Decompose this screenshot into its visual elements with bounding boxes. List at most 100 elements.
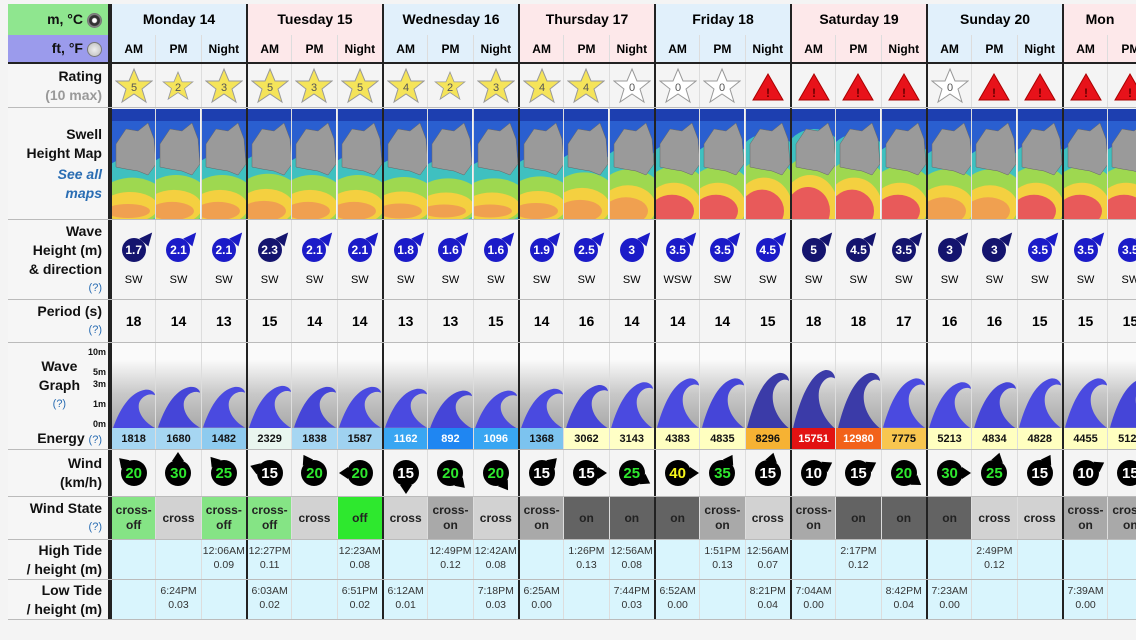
high-tide-time: 12:06AM — [202, 545, 245, 557]
swell-map-image — [156, 108, 201, 219]
swell-map-thumbnail[interactable] — [925, 108, 972, 219]
swell-map-thumbnail[interactable] — [381, 108, 428, 219]
wave-title-1: Wave — [65, 222, 102, 239]
low-tide-time: 7:04AM — [795, 585, 832, 597]
period-header-night: Night — [200, 35, 246, 62]
wave-height-value: 1.6 — [442, 242, 459, 257]
high-tide-height: 0.13 — [712, 559, 733, 571]
swell-map-image — [337, 108, 382, 219]
unit-metric-label: m, °C — [47, 11, 83, 27]
wave-height-value: 3.5 — [895, 242, 913, 257]
wave-direction: SW — [441, 273, 460, 286]
wave-direction: SW — [849, 273, 868, 286]
warning-icon: ! — [887, 72, 920, 100]
swell-map-thumbnail[interactable] — [245, 108, 292, 219]
swell-direction-icon: 3.5 — [665, 228, 701, 262]
day-header-row: m, °C Monday 14 Tuesday 15 Wednesday 16 Thu… — [8, 4, 1136, 35]
star-icon: 4 — [522, 67, 561, 103]
swell-direction-icon: 3.5 — [891, 228, 927, 262]
wind-speed-value: 25 — [623, 464, 641, 482]
rating-value: ! — [812, 86, 816, 100]
day-header: Saturday 19 — [790, 4, 926, 35]
low-tide-cell — [699, 580, 745, 619]
wave-graph-cell — [472, 343, 518, 428]
swell-map-thumbnail[interactable] — [563, 108, 609, 219]
energy-cell: 1680 — [155, 428, 201, 449]
radio-selected-icon[interactable] — [87, 12, 102, 28]
high-tide-time: 12:56AM — [746, 545, 789, 557]
see-all-maps-link[interactable]: See all maps — [8, 165, 102, 203]
energy-cell: 4835 — [699, 428, 745, 449]
swell-map-thumbnail[interactable] — [880, 108, 926, 219]
swell-map-thumbnail[interactable] — [789, 108, 836, 219]
wind-state-cell: cross- on — [699, 497, 745, 539]
wave-height-cell: 1.8 SW — [381, 220, 429, 299]
graph-help-link[interactable]: (?) — [52, 398, 67, 410]
swell-map-thumbnail[interactable] — [291, 108, 337, 219]
swell-map-thumbnail[interactable] — [472, 108, 518, 219]
swell-map-thumbnail[interactable] — [1107, 108, 1136, 219]
period-header-night: Night — [744, 35, 790, 62]
swell-map-thumbnail[interactable] — [110, 108, 156, 219]
high-tide-time: 12:23AM — [338, 545, 381, 557]
period-cell: 13 — [200, 300, 246, 342]
swell-map-thumbnail[interactable] — [699, 108, 745, 219]
low-tide-cell — [200, 580, 246, 619]
swell-map-thumbnail[interactable] — [1061, 108, 1108, 219]
rating-cell: 2 — [155, 64, 201, 107]
swell-map-thumbnail[interactable] — [971, 108, 1017, 219]
period-help-link[interactable]: (?) — [88, 324, 102, 336]
radio-unselected-icon[interactable] — [87, 41, 102, 57]
swell-map-thumbnail[interactable] — [427, 108, 473, 219]
swell-map-thumbnail[interactable] — [608, 108, 654, 219]
wind-speed-value: 20 — [442, 464, 459, 482]
energy-cell: 2329 — [245, 428, 292, 449]
rating-label: Rating (10 max) — [8, 64, 110, 107]
swell-map-thumbnail[interactable] — [1016, 108, 1062, 219]
unit-imperial-option[interactable]: ft, °F — [8, 35, 110, 62]
swell-direction-icon: 1.9 — [529, 228, 565, 262]
rating-cell: 4 — [517, 64, 564, 107]
swell-map-thumbnail[interactable] — [653, 108, 700, 219]
swell-map-image — [927, 108, 972, 219]
low-tide-cell — [110, 580, 156, 619]
wind-state-cell: on — [563, 497, 609, 539]
energy-cell: 1838 — [291, 428, 337, 449]
wind-state-cell: on — [880, 497, 926, 539]
energy-help-link[interactable]: (?) — [88, 434, 102, 446]
wave-graph-cell — [427, 343, 473, 428]
high-tide-time: 12:56AM — [610, 545, 653, 557]
period-header-am: AM — [789, 35, 836, 62]
period-header-pm: PM — [291, 35, 337, 62]
wind-state-cell: cross — [472, 497, 518, 539]
unit-metric-option[interactable]: m, °C — [8, 4, 110, 35]
wind-speed-value: 10 — [805, 464, 822, 482]
wave-height-value: 1.6 — [487, 242, 505, 257]
high-tide-cell — [789, 540, 836, 579]
wave-icon — [203, 387, 246, 428]
wave-graph-cell — [925, 343, 972, 428]
wave-help-link[interactable]: (?) — [88, 281, 102, 294]
swell-map-thumbnail[interactable] — [200, 108, 246, 219]
wind-state-help-link[interactable]: (?) — [88, 521, 102, 533]
energy-cell: 1162 — [381, 428, 428, 449]
swell-map-thumbnail[interactable] — [155, 108, 201, 219]
period-cell: 14 — [291, 300, 337, 342]
swell-map-thumbnail[interactable] — [835, 108, 881, 219]
wind-state-value: cross- on — [1108, 497, 1136, 539]
wind-state-cell: cross — [155, 497, 201, 539]
swell-map-thumbnail[interactable] — [517, 108, 564, 219]
swell-map-image — [745, 108, 790, 219]
high-tide-height: 0.08 — [349, 559, 371, 571]
swell-map-image — [836, 108, 881, 219]
wave-height-value: 2.1 — [215, 242, 233, 257]
wind-state-value: on — [836, 497, 881, 539]
period-header-am: AM — [245, 35, 292, 62]
wave-icon — [158, 387, 200, 428]
swell-map-thumbnail[interactable] — [744, 108, 790, 219]
swell-map-thumbnail[interactable] — [336, 108, 382, 219]
low-tide-height: 0.03 — [168, 599, 189, 611]
day-header: Friday 18 — [654, 4, 790, 35]
wave-height-cell: 3.5 SW — [699, 220, 746, 299]
wind-state-label: Wind State (?) — [8, 497, 110, 539]
